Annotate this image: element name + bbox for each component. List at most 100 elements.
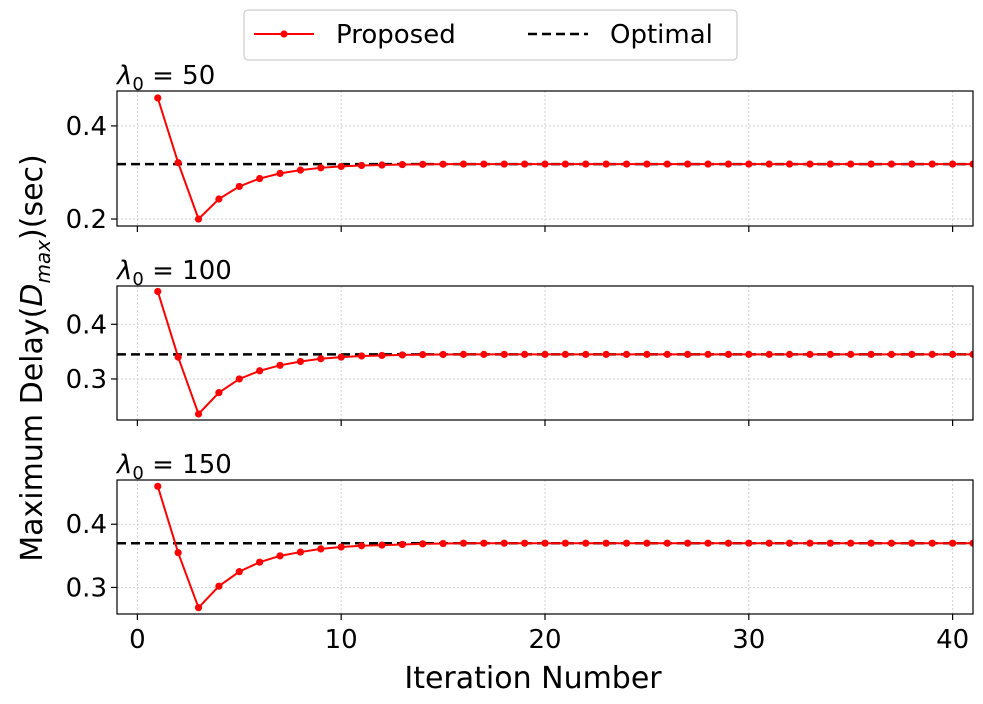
x-tick-label: 20 xyxy=(528,625,561,655)
proposed-point xyxy=(398,160,406,169)
proposed-point xyxy=(724,160,733,168)
panel-2: 0.3 0.4 λ0 = 100 xyxy=(66,256,974,426)
proposed-point xyxy=(439,539,447,548)
proposed-point xyxy=(459,350,468,358)
y-tick-label: 0.4 xyxy=(66,310,107,340)
proposed-point xyxy=(500,350,508,358)
proposed-point xyxy=(582,160,590,168)
proposed-point xyxy=(826,160,834,168)
proposed-point xyxy=(500,539,508,547)
proposed-point xyxy=(622,160,631,168)
proposed-point xyxy=(459,160,468,168)
proposed-point xyxy=(704,160,712,168)
proposed-point xyxy=(643,350,651,358)
proposed-point xyxy=(174,353,182,361)
proposed-point xyxy=(826,539,834,547)
proposed-point xyxy=(317,355,325,363)
proposed-point xyxy=(194,215,203,223)
proposed-point xyxy=(276,361,284,369)
proposed-point xyxy=(663,539,671,547)
proposed-point xyxy=(928,160,936,168)
proposed-point xyxy=(806,539,814,547)
proposed-point xyxy=(357,542,366,550)
legend-box xyxy=(243,9,738,61)
proposed-point xyxy=(357,352,366,360)
proposed-point xyxy=(235,568,243,576)
proposed-point xyxy=(826,350,834,358)
proposed-point xyxy=(622,539,631,547)
proposed-point xyxy=(785,539,794,547)
proposed-point xyxy=(684,539,692,547)
proposed-point xyxy=(724,539,733,547)
proposed-point xyxy=(296,357,305,366)
proposed-point xyxy=(480,160,488,168)
proposed-point xyxy=(174,549,182,557)
proposed-point xyxy=(867,350,875,358)
proposed-point xyxy=(521,539,529,547)
panel-3: 0.3 0.4 λ0 = 150 xyxy=(66,450,974,620)
proposed-point xyxy=(337,353,345,361)
proposed-point xyxy=(867,539,875,547)
proposed-point xyxy=(887,350,896,358)
grid xyxy=(117,286,973,420)
proposed-point xyxy=(785,160,794,168)
proposed-point xyxy=(663,350,671,358)
proposed-point xyxy=(154,287,162,296)
grid xyxy=(117,91,973,226)
proposed-point xyxy=(276,169,284,177)
y-tick-label: 0.3 xyxy=(66,573,107,603)
panel-1: 0.2 0.4 λ0 = 50 xyxy=(66,61,974,235)
x-tick-label: 0 xyxy=(129,625,146,655)
x-tick-label: 30 xyxy=(732,625,765,655)
y-tick-label: 0.4 xyxy=(66,112,107,142)
proposed-point xyxy=(459,539,468,547)
proposed-point xyxy=(357,161,366,170)
proposed-point xyxy=(806,160,814,168)
proposed-point xyxy=(419,351,427,359)
proposed-point xyxy=(765,350,773,358)
proposed-point xyxy=(194,604,203,612)
proposed-point xyxy=(928,539,936,547)
proposed-point xyxy=(602,160,610,168)
proposed-point xyxy=(256,367,264,375)
proposed-point xyxy=(480,539,488,547)
panel-title: λ0 = 150 xyxy=(115,450,232,484)
proposed-line xyxy=(156,97,973,221)
proposed-point xyxy=(398,540,406,549)
proposed-point xyxy=(949,539,957,547)
proposed-point xyxy=(908,539,916,547)
proposed-point xyxy=(154,94,162,102)
proposed-point xyxy=(969,539,973,547)
proposed-point xyxy=(215,582,223,590)
proposed-point xyxy=(174,159,182,167)
proposed-point xyxy=(602,350,610,358)
proposed-point xyxy=(602,539,610,547)
proposed-point xyxy=(908,350,916,358)
proposed-point xyxy=(541,350,549,358)
proposed-point xyxy=(541,539,549,547)
x-tick-label: 10 xyxy=(325,625,358,655)
proposed-point xyxy=(419,540,427,548)
proposed-point xyxy=(317,164,325,172)
proposed-point xyxy=(622,350,631,358)
proposed-point xyxy=(643,160,651,168)
proposed-point xyxy=(908,160,916,168)
proposed-point xyxy=(276,552,284,560)
legend-label-optimal: Optimal xyxy=(610,20,713,50)
proposed-point xyxy=(561,350,569,358)
legend: Proposed Optimal xyxy=(243,9,738,61)
proposed-point xyxy=(194,410,203,418)
proposed-point xyxy=(969,160,973,168)
grid xyxy=(117,480,973,614)
proposed-point xyxy=(765,539,773,547)
proposed-point xyxy=(582,539,590,547)
proposed-point xyxy=(521,160,529,168)
proposed-point xyxy=(785,350,794,358)
proposed-point xyxy=(439,350,447,359)
panel-title: λ0 = 100 xyxy=(115,256,232,290)
proposed-point xyxy=(847,539,855,547)
proposed-point xyxy=(296,548,305,556)
y-axis-label: Maximum Delay(Dmax)(sec) xyxy=(15,154,55,561)
panel-title: λ0 = 50 xyxy=(115,61,215,95)
